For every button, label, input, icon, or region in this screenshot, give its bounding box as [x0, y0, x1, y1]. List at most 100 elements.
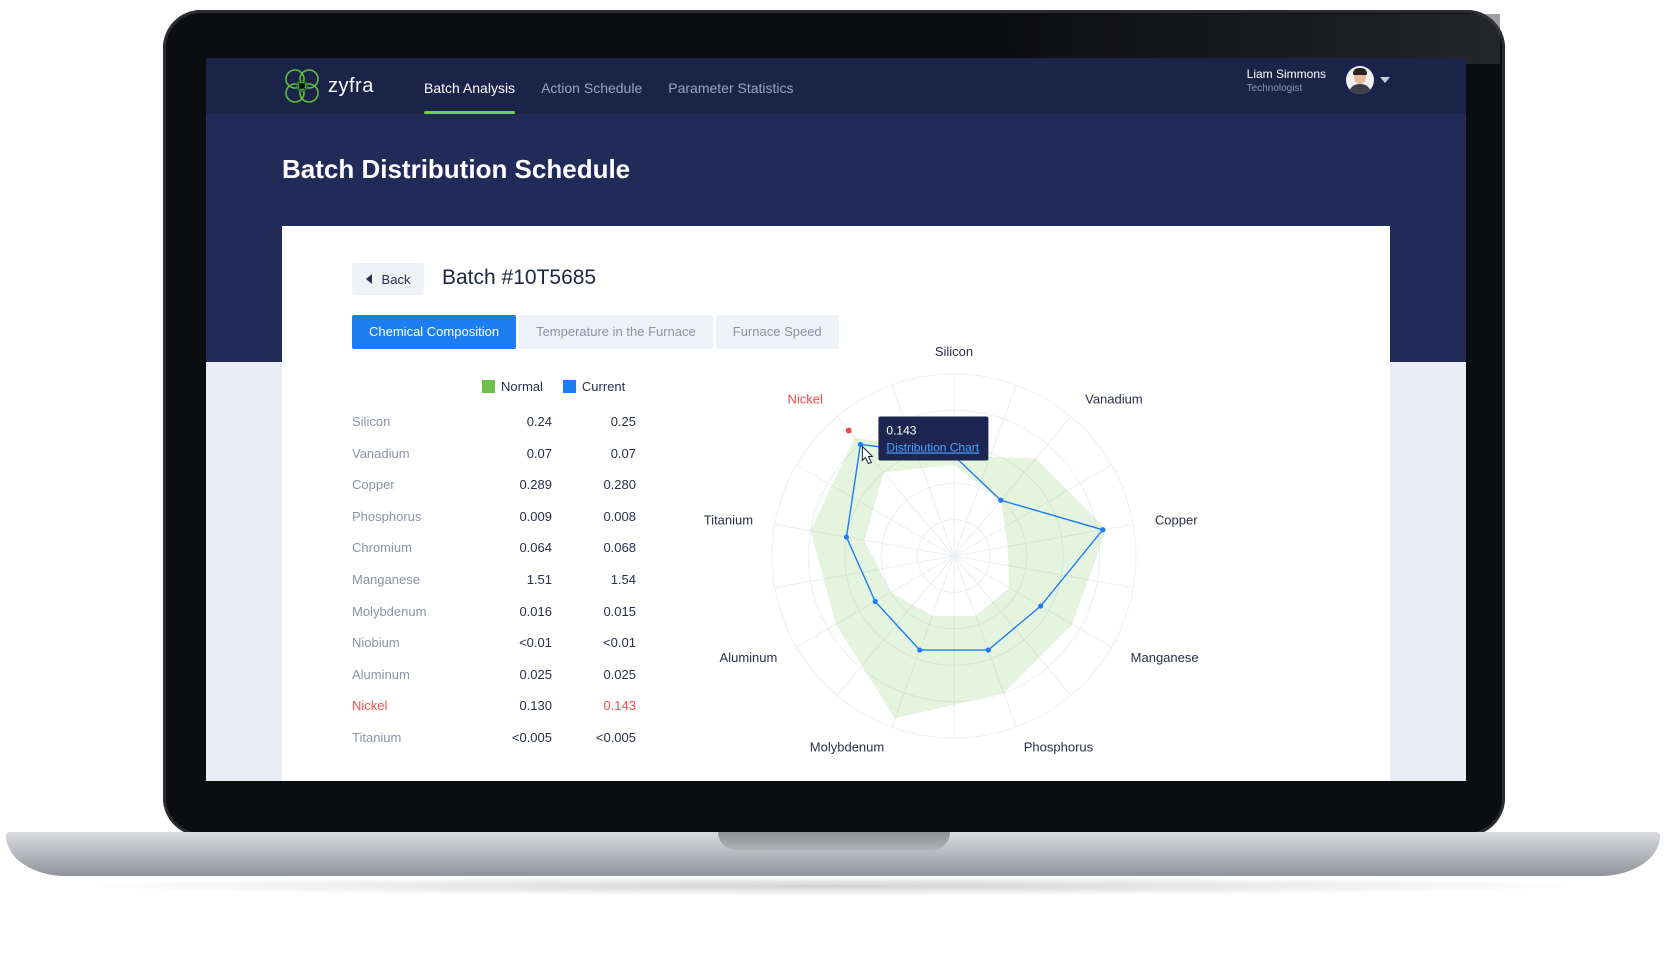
- current-point: [1100, 527, 1106, 533]
- table-row: Aluminum 0.025 0.025: [352, 659, 652, 691]
- current-point: [1038, 603, 1044, 609]
- cell-name: Chromium: [352, 540, 412, 556]
- table-row: Silicon 0.24 0.25: [352, 406, 652, 438]
- arrow-left-icon: [365, 274, 372, 284]
- table-row: Molybdenum 0.016 0.015: [352, 596, 652, 628]
- cell-name: Copper: [352, 477, 395, 493]
- normal-range-band: [810, 437, 1107, 719]
- tab-bar: Chemical Composition Temperature in the …: [352, 315, 842, 349]
- cell-current: 0.07: [610, 445, 636, 461]
- cell-normal: <0.005: [511, 729, 552, 745]
- table-row: Manganese 1.51 1.54: [352, 564, 652, 596]
- batch-title: Batch #10T5685: [442, 266, 597, 289]
- grid-spoke: [774, 523, 955, 557]
- screen: zyfra Batch Analysis Action Schedule Par…: [206, 58, 1466, 781]
- tooltip-link[interactable]: Distribution Chart: [886, 440, 979, 454]
- tab-furnace-speed[interactable]: Furnace Speed: [715, 315, 839, 349]
- cursor-hand-icon: [861, 445, 874, 465]
- cell-name: Manganese: [352, 571, 420, 587]
- cell-normal: 0.016: [519, 603, 552, 619]
- grid-spoke: [953, 555, 1017, 728]
- cell-normal: 0.289: [519, 477, 552, 493]
- cell-name: Nickel: [352, 698, 388, 714]
- back-button[interactable]: Back: [352, 263, 424, 295]
- current-point: [985, 647, 991, 653]
- legend-current: Current: [562, 379, 625, 394]
- axis-label: Nickel: [787, 392, 823, 407]
- table-row: Copper 0.289 0.280: [352, 469, 652, 501]
- grid-spoke: [953, 555, 1112, 648]
- brand-name: zyfra: [328, 74, 374, 97]
- table-row: Chromium 0.064 0.068: [352, 532, 652, 564]
- zyfra-logo-icon: [285, 69, 319, 103]
- cell-name: Molybdenum: [352, 603, 427, 619]
- cell-normal: 0.009: [519, 508, 552, 524]
- nav-parameter-statistics[interactable]: Parameter Statistics: [668, 80, 794, 96]
- avatar[interactable]: [1346, 66, 1374, 94]
- cell-normal: 1.51: [526, 571, 552, 587]
- grid-spoke: [953, 555, 1134, 589]
- nav-batch-analysis[interactable]: Batch Analysis: [424, 58, 516, 114]
- cell-current: 0.025: [603, 666, 636, 682]
- cell-normal: 0.064: [519, 540, 552, 556]
- cell-name: Vanadium: [352, 445, 410, 461]
- axis-label: Manganese: [1131, 650, 1199, 665]
- table-row: Titanium <0.005 <0.005: [352, 722, 652, 754]
- lid-glare: [1000, 14, 1500, 64]
- cell-normal: 0.07: [526, 445, 552, 461]
- composition-table: Silicon 0.24 0.25 Vanadium 0.07 0.07 Copper 0.2…: [352, 406, 652, 754]
- tooltip-value: 0.143: [886, 423, 916, 437]
- cell-current: <0.005: [595, 729, 636, 745]
- tab-temperature-furnace[interactable]: Temperature in the Furnace: [519, 315, 713, 349]
- cell-current: 0.280: [603, 477, 636, 493]
- page-title: Batch Distribution Schedule: [282, 154, 631, 184]
- cell-current: 0.143: [603, 698, 636, 714]
- axis-label: Copper: [1155, 513, 1198, 528]
- batch-card: Back Batch #10T5685 Chemical Composition…: [282, 226, 1390, 781]
- current-point: [857, 441, 864, 448]
- cell-normal: 0.130: [519, 698, 552, 714]
- grid-spoke: [953, 464, 1112, 557]
- table-row: Vanadium 0.07 0.07: [352, 438, 652, 470]
- chevron-down-icon[interactable]: [1380, 77, 1390, 83]
- table-row: Phosphorus 0.009 0.008: [352, 501, 652, 533]
- cell-normal: 0.025: [519, 666, 552, 682]
- cell-name: Aluminum: [352, 666, 410, 682]
- main-nav: Batch Analysis Action Schedule Parameter…: [424, 58, 820, 114]
- legend-current-swatch: [562, 380, 576, 393]
- current-series-line: [845, 443, 1104, 651]
- cell-current: <0.01: [603, 635, 636, 651]
- user-menu[interactable]: Liam Simmons Technologist: [1247, 66, 1390, 94]
- current-point: [917, 647, 923, 653]
- current-point: [843, 534, 850, 540]
- user-name: Liam Simmons: [1246, 66, 1326, 81]
- laptop-notch: [718, 832, 950, 850]
- tab-chemical-composition[interactable]: Chemical Composition: [352, 315, 517, 349]
- grid-spoke: [953, 384, 1017, 557]
- radar-chart: Silicon Vanadium Copper Manganese Phosphorus…: [704, 346, 1199, 755]
- grid-spoke: [774, 555, 955, 589]
- alert-point: [845, 427, 852, 434]
- grid-spoke: [836, 555, 955, 696]
- user-info: Liam Simmons Technologist: [1247, 67, 1326, 94]
- top-navbar: zyfra Batch Analysis Action Schedule Par…: [206, 58, 1466, 114]
- back-label: Back: [381, 271, 411, 287]
- logo[interactable]: zyfra: [282, 66, 374, 106]
- cell-name: Silicon: [352, 414, 391, 429]
- cell-name: Niobium: [352, 635, 400, 651]
- axis-label: Aluminum: [720, 650, 778, 665]
- cell-name: Titanium: [352, 729, 402, 745]
- grid-spoke: [953, 416, 1072, 557]
- axis-label: Vanadium: [1085, 392, 1143, 407]
- axis-label: Molybdenum: [810, 740, 884, 755]
- user-role: Technologist: [1246, 82, 1303, 94]
- nav-action-schedule[interactable]: Action Schedule: [541, 80, 643, 96]
- table-row: Nickel 0.130 0.143: [352, 690, 652, 722]
- current-point: [872, 598, 878, 605]
- axis-label: Titanium: [704, 513, 753, 528]
- table-row: Niobium <0.01 <0.01: [352, 627, 652, 659]
- legend: Normal Current: [482, 379, 645, 394]
- tooltip-box: [878, 416, 989, 461]
- axis-label: Phosphorus: [1024, 740, 1094, 755]
- cell-current: 0.008: [603, 508, 636, 524]
